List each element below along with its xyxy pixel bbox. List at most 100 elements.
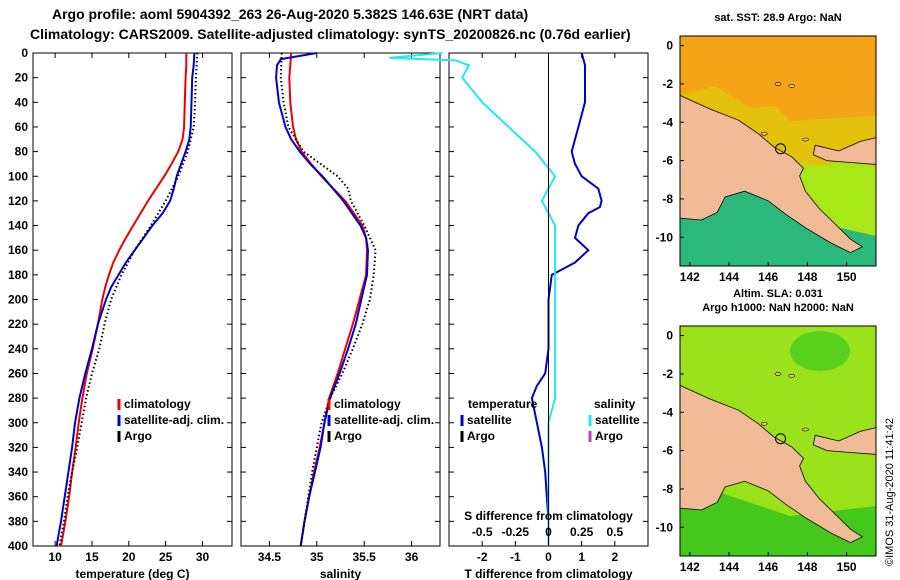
sst-ocean-cool	[680, 186, 876, 266]
map-y-tick-label: -4	[662, 115, 673, 129]
island	[802, 137, 809, 142]
x-tick-label-s: 0	[545, 525, 552, 539]
panel-frame-1	[32, 52, 233, 547]
map-frame	[679, 325, 877, 557]
map-y-tick-label: -2	[662, 77, 673, 91]
y-tick-label: 260	[8, 366, 28, 380]
sst-map	[679, 35, 877, 267]
map-x-tick-label: 146	[758, 270, 778, 284]
sst-map-title: sat. SST: 28.9 Argo: NaN	[714, 12, 842, 24]
x-tick-label: 25	[159, 550, 173, 564]
y-tick-label: 0	[21, 46, 28, 60]
map-y-tick-label: -8	[662, 482, 673, 496]
map-y-tick-label: -6	[662, 444, 673, 458]
y-tick-label: 280	[8, 391, 28, 405]
series-line-satellite	[55, 52, 196, 547]
x-tick-label-s: -0.5	[472, 525, 493, 539]
argo-float-marker	[775, 143, 787, 155]
legend-label: climatology	[124, 397, 191, 411]
x-tick-label: 15	[85, 550, 99, 564]
y-tick-label: 240	[8, 342, 28, 356]
legend-label: Argo	[334, 429, 362, 443]
y-tick-label: 40	[15, 95, 29, 109]
y-tick-label: 340	[8, 465, 28, 479]
argo-float-marker	[775, 433, 787, 445]
island	[788, 374, 796, 378]
map-y-tick-label: 0	[666, 39, 673, 53]
y-tick-label: 300	[8, 416, 28, 430]
y-tick-label: 20	[15, 71, 29, 85]
map-x-tick-label: 148	[797, 560, 817, 574]
map-y-tick-label: -4	[662, 405, 673, 419]
map-x-tick-label: 144	[719, 560, 739, 574]
map-x-tick-label: 150	[837, 560, 857, 574]
land-new-guinea	[679, 384, 864, 544]
x-tick-label: 0	[545, 550, 552, 564]
legend-label: satellite-adj. clim.	[124, 413, 224, 427]
x-axis-label: temperature (deg C)	[75, 567, 189, 580]
island	[760, 131, 768, 136]
x-tick-label-s: 0.25	[570, 525, 594, 539]
map-y-tick-label: -6	[662, 154, 673, 168]
legend-label: Argo	[124, 429, 152, 443]
island	[788, 84, 796, 88]
x-tick-label: 2	[611, 550, 618, 564]
sla-eddy	[790, 331, 850, 371]
y-tick-label: 100	[8, 169, 28, 183]
x-axis-label: T difference from climatology	[464, 567, 632, 580]
map-x-tick-label: 142	[680, 270, 700, 284]
x-tick-label-s: -0.25	[502, 525, 530, 539]
series-line-t-satellite	[530, 52, 603, 546]
map-x-tick-label: 144	[719, 270, 739, 284]
map-x-tick-label: 142	[680, 560, 700, 574]
sla-ocean-low	[680, 476, 876, 556]
x-tick-label: -2	[477, 550, 488, 564]
map-frame	[679, 35, 877, 267]
island	[774, 82, 782, 86]
series-line-satellite	[275, 52, 370, 547]
chart-title-line2: Climatology: CARS2009. Satellite-adjuste…	[30, 26, 631, 42]
map-y-tick-label: -10	[656, 520, 674, 534]
x-tick-label: -1	[510, 550, 521, 564]
series-line-argo	[58, 52, 199, 547]
y-tick-label: 400	[8, 539, 28, 553]
legend-title: salinity	[594, 397, 636, 411]
map-y-tick-label: -10	[656, 230, 674, 244]
y-tick-label: 160	[8, 243, 28, 257]
y-tick-label: 80	[15, 145, 29, 159]
x-tick-label: 34.5	[258, 550, 282, 564]
legend-label: satellite	[595, 413, 640, 427]
sla-map-title-2: Argo h1000: NaN h2000: NaN	[702, 302, 854, 314]
y-tick-label: 380	[8, 514, 28, 528]
y-tick-label: 140	[8, 219, 28, 233]
x-tick-label: 35.5	[353, 550, 377, 564]
x-tick-label: 35	[310, 550, 324, 564]
map-y-tick-label: -8	[662, 192, 673, 206]
y-tick-label: 180	[8, 268, 28, 282]
sla-map-title-1: Altim. SLA: 0.031	[733, 288, 823, 300]
legend-label: climatology	[334, 397, 401, 411]
land-new-guinea	[679, 94, 864, 254]
island	[802, 427, 809, 432]
map-x-tick-label: 148	[797, 270, 817, 284]
legend-label: satellite	[467, 413, 512, 427]
x-tick-label: 36	[405, 550, 419, 564]
legend-label: satellite-adj. clim.	[334, 413, 434, 427]
legend-label: Argo	[467, 429, 495, 443]
legend-title: temperature	[468, 397, 538, 411]
y-tick-label: 320	[8, 440, 28, 454]
island	[760, 421, 768, 426]
sla-map	[679, 325, 877, 557]
y-tick-label: 220	[8, 317, 28, 331]
x-tick-label: 30	[196, 550, 210, 564]
x-axis-label: salinity	[320, 567, 362, 580]
series-line-climatology	[60, 53, 188, 547]
y-tick-label: 60	[15, 120, 29, 134]
x-axis-label-top: S difference from climatology	[464, 509, 633, 523]
x-tick-label: 1	[578, 550, 585, 564]
map-y-tick-label: -2	[662, 367, 673, 381]
x-tick-label: 20	[122, 550, 136, 564]
panel-frame-2	[240, 52, 441, 547]
map-x-tick-label: 150	[837, 270, 857, 284]
